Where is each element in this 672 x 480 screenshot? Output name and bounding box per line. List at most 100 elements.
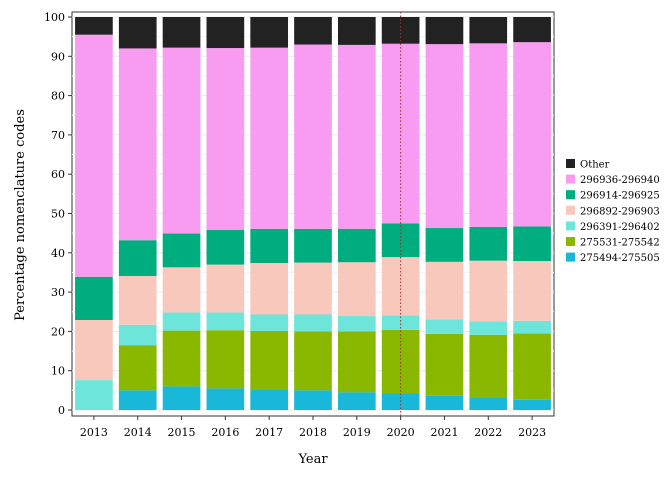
bar-segment — [162, 330, 201, 387]
bar-segment — [162, 386, 201, 410]
x-tick-label: 2020 — [387, 426, 415, 439]
bars — [75, 17, 551, 410]
legend-swatch — [566, 174, 575, 184]
bar-segment — [469, 260, 508, 322]
x-axis-title: Year — [297, 452, 328, 467]
x-tick-label: 2022 — [474, 426, 502, 439]
y-tick-label: 0 — [58, 404, 65, 417]
bar-segment — [250, 389, 289, 410]
bar-segment — [75, 276, 113, 320]
y-tick-label: 70 — [51, 129, 65, 142]
legend-swatch — [566, 205, 575, 215]
bar-segment — [118, 48, 157, 241]
y-tick-label: 20 — [51, 325, 65, 338]
legend-swatch — [566, 221, 575, 231]
bar-segment — [294, 314, 332, 332]
bar-segment — [250, 47, 289, 229]
bar-segment — [425, 319, 464, 334]
bar-segment — [337, 262, 376, 317]
y-tick-label: 30 — [51, 286, 65, 299]
bar-segment — [118, 240, 157, 276]
bar-segment — [469, 397, 508, 410]
x-tick-label: 2019 — [343, 426, 371, 439]
bar-segment — [206, 388, 245, 410]
bar-segment — [250, 17, 289, 48]
bar-segment — [250, 263, 289, 315]
bar-segment — [294, 331, 332, 391]
bar-segment — [425, 17, 464, 45]
y-axis-title: Percentage nomenclature codes — [13, 109, 28, 321]
bar-segment — [513, 320, 551, 334]
bar-segment — [337, 228, 376, 263]
bar-segment — [118, 17, 157, 49]
bar-segment — [75, 380, 113, 410]
legend-label: 296391-296402 — [580, 222, 660, 233]
legend-label: Other — [580, 160, 610, 171]
legend: Other 296936-296940 296914-296925 296892-29… — [566, 159, 660, 264]
bar-segment — [206, 48, 245, 231]
bar-segment — [250, 331, 289, 390]
bar-segment — [513, 261, 551, 321]
bar-segment — [381, 315, 420, 330]
bar-segment — [162, 312, 201, 331]
legend-swatch — [566, 237, 575, 246]
legend-label: 275531-275542 — [580, 238, 660, 249]
bar-segment — [469, 43, 508, 227]
bar-segment — [162, 47, 201, 234]
bar-segment — [118, 324, 157, 346]
bar-segment — [469, 17, 508, 44]
x-tick-label: 2015 — [168, 426, 196, 439]
legend-swatch — [566, 252, 575, 262]
x-tick-label: 2017 — [255, 426, 283, 439]
bar-segment — [425, 228, 464, 262]
bar-segment — [425, 44, 464, 229]
bar-segment — [513, 226, 551, 262]
y-tick-label: 90 — [51, 50, 65, 63]
bar-segment — [206, 17, 245, 49]
bar-segment — [513, 17, 551, 43]
bar-segment — [337, 44, 376, 229]
bar-segment — [469, 226, 508, 261]
bar-segment — [206, 312, 245, 331]
bar-segment — [206, 230, 245, 265]
y-axis: 0 10 20 30 40 50 60 70 80 90 100 — [44, 11, 72, 417]
x-tick-label: 2013 — [80, 426, 108, 439]
bar-segment — [294, 17, 332, 45]
bar-segment — [337, 331, 376, 393]
bar-segment — [337, 316, 376, 332]
bar-segment — [75, 17, 113, 35]
bar-segment — [206, 330, 245, 389]
y-tick-label: 60 — [51, 168, 65, 181]
bar-segment — [294, 390, 332, 410]
y-tick-label: 100 — [44, 11, 65, 24]
legend-swatch — [566, 159, 575, 168]
bar-segment — [294, 228, 332, 263]
bar-segment — [75, 320, 113, 381]
legend-label: 296914-296925 — [580, 191, 660, 202]
x-tick-label: 2018 — [299, 426, 327, 439]
y-tick-label: 40 — [51, 247, 65, 260]
bar-segment — [118, 275, 157, 325]
x-axis: 2013 2014 2015 2016 2017 2018 2019 2020 2021 2022… — [80, 416, 546, 439]
bar-segment — [381, 43, 420, 224]
bar-segment — [337, 392, 376, 410]
legend-label: 296936-296940 — [580, 175, 660, 186]
bar-segment — [118, 390, 157, 410]
x-tick-label: 2023 — [518, 426, 546, 439]
legend-swatch — [566, 190, 575, 200]
bar-segment — [513, 333, 551, 400]
bar-segment — [250, 228, 289, 264]
bar-segment — [513, 399, 551, 410]
bar-segment — [425, 395, 464, 410]
y-tick-label: 10 — [51, 365, 65, 378]
x-tick-label: 2016 — [211, 426, 239, 439]
bar-segment — [381, 329, 420, 394]
bar-segment — [162, 233, 201, 268]
bar-segment — [162, 267, 201, 313]
bar-segment — [425, 261, 464, 320]
bar-segment — [118, 345, 157, 391]
bar-segment — [294, 44, 332, 229]
legend-label: 296892-296903 — [580, 206, 660, 217]
bar-segment — [250, 314, 289, 332]
